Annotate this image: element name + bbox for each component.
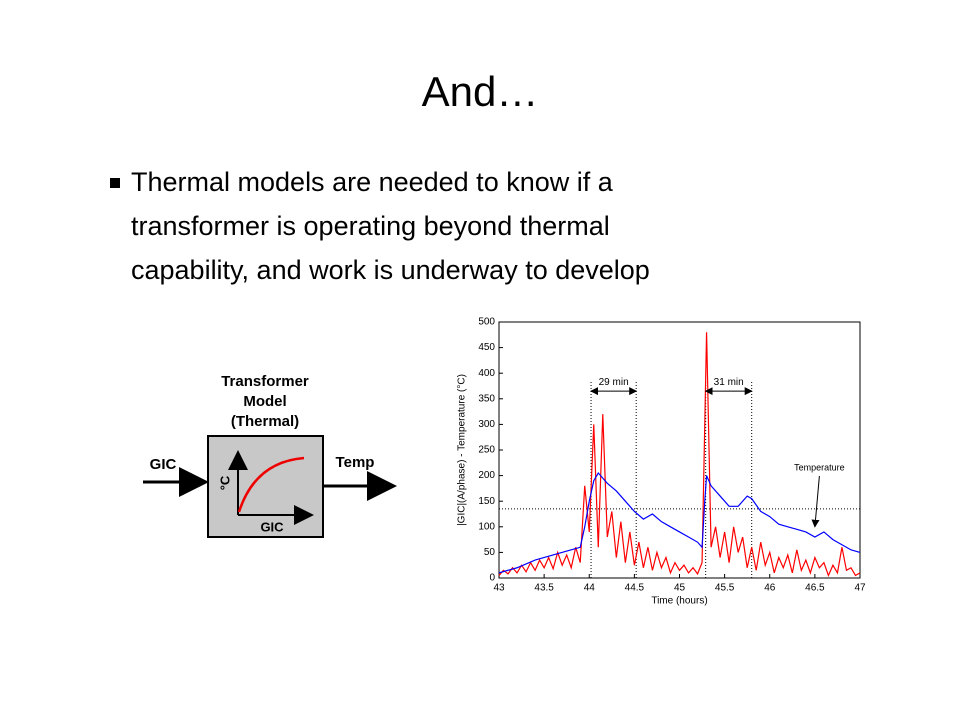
y-tick-label: 300	[478, 419, 495, 430]
box-title: (Thermal)	[231, 413, 299, 430]
y-tick-label: 400	[478, 368, 495, 379]
box-title: Transformer	[221, 373, 309, 390]
bullet-marker	[110, 178, 120, 188]
annotation: Temperature	[794, 462, 845, 472]
x-tick-label: 46.5	[805, 583, 825, 594]
annotation-arrow	[811, 475, 820, 528]
annotation: 29 min	[599, 377, 629, 388]
x-tick-label: 45	[674, 583, 686, 594]
chart: 43 43.5 44 44.5 45 45.5 46 46.5 47 0 50 100 150 200 25…	[457, 317, 866, 607]
y-tick-label: 150	[478, 496, 495, 507]
data-line	[498, 332, 861, 578]
inner-y-label: °C	[217, 475, 232, 490]
x-tick-label: 44	[584, 583, 596, 594]
plot-frame	[498, 321, 861, 579]
inner-x-label: GIC	[260, 519, 284, 534]
bullet-line: capability, and work is underway to deve…	[131, 255, 650, 285]
thermal-curve	[237, 456, 305, 513]
y-tick-label: 0	[489, 573, 495, 584]
y-axis-label: |GIC|(A/phase) - Temperature (°C)	[457, 374, 468, 526]
y-tick-label: 500	[478, 317, 495, 328]
y-tick-label: 50	[484, 547, 496, 558]
x-tick-label: 47	[854, 583, 866, 594]
y-tick-label: 450	[478, 342, 495, 353]
x-tick-label: 46	[764, 583, 776, 594]
x-axis-label: Time (hours)	[651, 596, 707, 607]
y-tick-label: 250	[478, 445, 495, 456]
x-tick-label: 44.5	[625, 583, 645, 594]
data-line	[498, 472, 861, 574]
slide-title: And…	[422, 68, 539, 115]
y-tick-label: 350	[478, 393, 495, 404]
x-tick-label: 43.5	[534, 583, 554, 594]
transformer-diagram: Transformer Model (Thermal) GIC Temp °C …	[143, 373, 397, 538]
bullet-line: transformer is operating beyond thermal	[131, 211, 610, 241]
bullet-line: Thermal models are needed to know if a	[131, 167, 614, 197]
x-tick-label: 45.5	[715, 583, 735, 594]
output-label: Temp	[336, 454, 375, 471]
x-tick-label: 43	[493, 583, 505, 594]
y-tick-label: 200	[478, 470, 495, 481]
annotation: 31 min	[714, 377, 744, 388]
y-tick-label: 100	[478, 521, 495, 532]
box-title: Model	[243, 393, 286, 410]
input-label: GIC	[150, 456, 177, 473]
